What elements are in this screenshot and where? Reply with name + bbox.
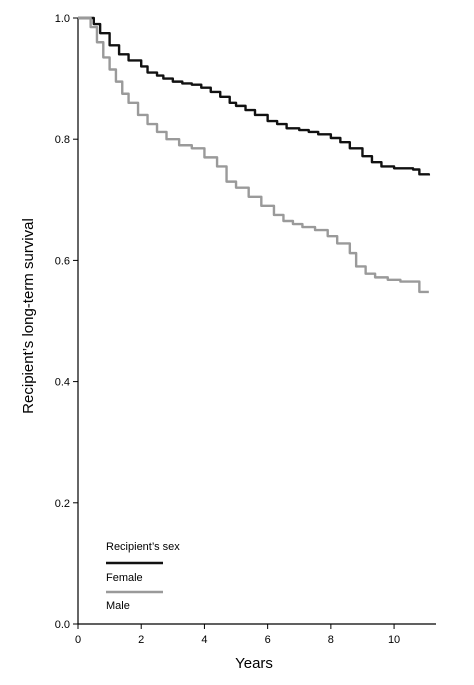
series-line-male xyxy=(78,16,429,294)
legend-label-male: Male xyxy=(106,600,130,612)
y-tick-label: 0.2 xyxy=(55,498,70,510)
y-tick-label: 0.0 xyxy=(55,619,70,631)
y-axis-ticks: 0.0 0.2 0.4 0.6 0.8 1.0 xyxy=(55,13,78,631)
y-axis-title: Recipient’s long-term survival xyxy=(20,218,37,414)
y-tick-label: 0.6 xyxy=(55,255,70,267)
series-line-female xyxy=(78,16,431,176)
x-tick-label: 0 xyxy=(75,634,81,646)
x-tick-label: 6 xyxy=(265,634,271,646)
x-tick-label: 4 xyxy=(201,634,207,646)
x-axis-ticks: 0 2 4 6 8 10 xyxy=(75,624,400,646)
x-tick-label: 8 xyxy=(328,634,334,646)
x-axis-title: Years xyxy=(235,655,273,672)
x-tick-label: 10 xyxy=(388,634,400,646)
x-tick-label: 2 xyxy=(138,634,144,646)
legend-title: Recipient’s sex xyxy=(106,541,180,553)
y-tick-label: 0.8 xyxy=(55,134,70,146)
legend: Recipient’s sex Female Male xyxy=(106,541,180,612)
legend-label-female: Female xyxy=(106,572,143,584)
y-tick-label: 1.0 xyxy=(55,13,70,25)
series-lines xyxy=(78,16,431,294)
axes xyxy=(77,18,436,625)
y-tick-label: 0.4 xyxy=(55,377,70,389)
